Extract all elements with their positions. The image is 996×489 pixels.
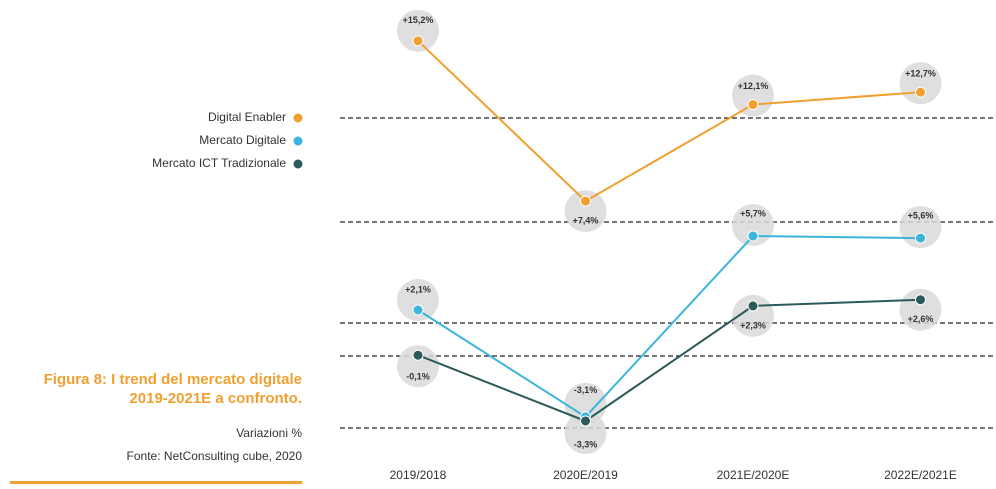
x-tick-label: 2022E/2021E bbox=[884, 468, 957, 482]
series-line bbox=[417, 40, 921, 203]
point bbox=[747, 300, 759, 312]
value-label: +12,7% bbox=[905, 69, 936, 79]
x-tick-label: 2020E/2019 bbox=[553, 468, 618, 482]
accent-bar bbox=[10, 481, 302, 484]
value-label: +7,4% bbox=[573, 215, 599, 225]
legend-swatch bbox=[293, 113, 303, 123]
series-line bbox=[417, 235, 921, 419]
legend-swatch bbox=[293, 136, 303, 146]
value-label: +2,6% bbox=[908, 314, 934, 324]
x-tick-label: 2019/2018 bbox=[390, 468, 447, 482]
value-label: +2,1% bbox=[405, 284, 431, 294]
point bbox=[747, 99, 759, 111]
value-label: +12,1% bbox=[738, 81, 769, 91]
legend-label: Mercato ICT Tradizionale bbox=[152, 156, 286, 170]
halo bbox=[564, 190, 607, 233]
value-label: +5,7% bbox=[740, 208, 766, 218]
legend-label: Digital Enabler bbox=[208, 110, 286, 124]
value-label: +15,2% bbox=[403, 15, 434, 25]
legend-label: Mercato Digitale bbox=[199, 133, 286, 147]
halo bbox=[564, 411, 607, 454]
halo bbox=[732, 74, 774, 117]
point bbox=[412, 349, 424, 361]
chart-title: Figura 8: I trend del mercato digitale 2… bbox=[43, 371, 302, 407]
value-label: -3,3% bbox=[574, 439, 598, 449]
source: Fonte: NetConsulting cube, 2020 bbox=[126, 449, 302, 463]
halo bbox=[397, 279, 439, 321]
point bbox=[580, 195, 591, 207]
legend-swatch bbox=[293, 159, 303, 169]
point bbox=[580, 415, 591, 427]
value-label: +2,3% bbox=[740, 320, 766, 330]
point bbox=[915, 86, 926, 98]
point bbox=[915, 294, 926, 306]
x-tick-label: 2021E/2020E bbox=[717, 468, 790, 482]
subtitle: Variazioni % bbox=[236, 426, 302, 440]
point bbox=[915, 232, 926, 244]
value-label: -0,1% bbox=[406, 372, 430, 382]
halo bbox=[397, 345, 439, 388]
point bbox=[747, 230, 759, 242]
point bbox=[412, 35, 424, 47]
value-label: -3,1% bbox=[574, 385, 598, 395]
series-line bbox=[417, 298, 921, 423]
value-label: +5,6% bbox=[908, 210, 934, 220]
halo bbox=[397, 9, 439, 52]
point bbox=[412, 304, 424, 316]
dashed-lines bbox=[340, 117, 996, 429]
